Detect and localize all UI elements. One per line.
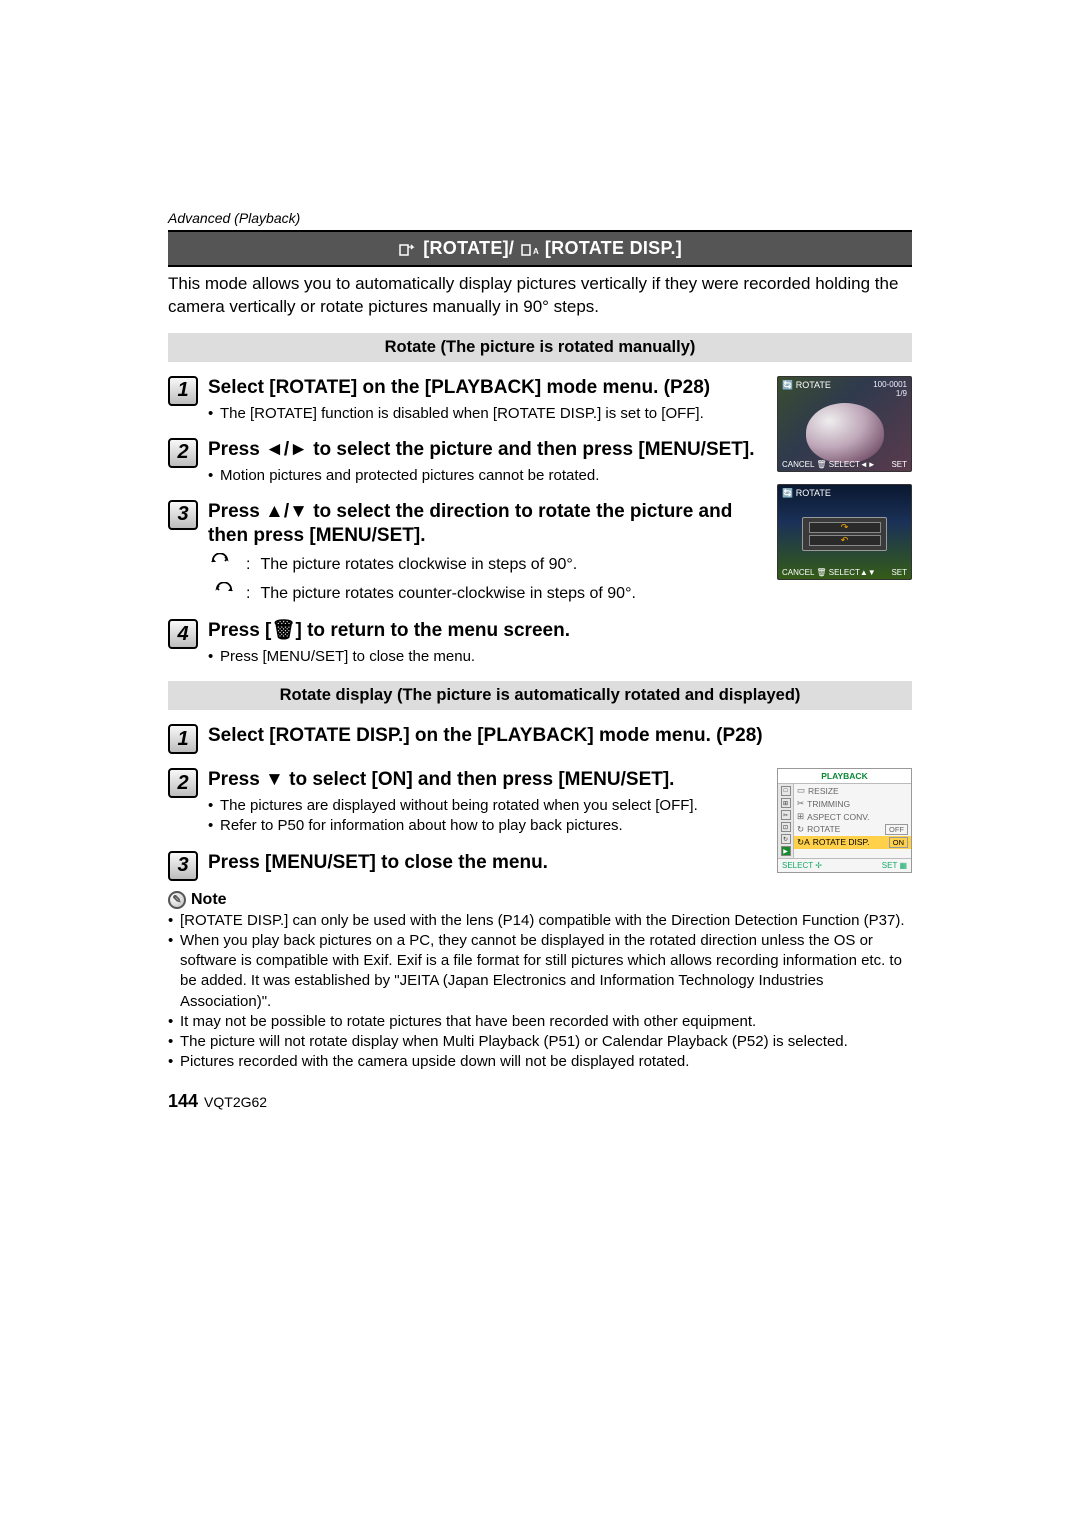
step-row: 1 Select [ROTATE] on the [PLAYBACK] mode…: [168, 376, 765, 424]
intro-text: This mode allows you to automatically di…: [168, 273, 912, 319]
title-band: [ROTATE]/ A [ROTATE DISP.]: [168, 230, 912, 267]
step-title: Select [ROTATE DISP.] on the [PLAYBACK] …: [208, 724, 912, 748]
bullet: Press [MENU/SET] to close the menu.: [208, 647, 912, 667]
bullet: Refer to P50 for information about how t…: [208, 816, 765, 836]
section-header: Advanced (Playback): [168, 210, 912, 226]
playback-tab-icon: ▶: [781, 846, 791, 856]
rotate-ccw-text: The picture rotates counter-clockwise in…: [260, 585, 635, 603]
step-row: 4 Press [🗑] to return to the menu screen…: [168, 619, 912, 667]
note-item: Pictures recorded with the camera upside…: [168, 1052, 912, 1072]
step-title: Press [MENU/SET] to close the menu.: [208, 851, 765, 875]
page-footer: 144VQT2G62: [168, 1091, 912, 1112]
svg-text:A: A: [533, 247, 539, 256]
note-item: The picture will not rotate display when…: [168, 1032, 912, 1052]
step-title: Press ▼ to select [ON] and then press [M…: [208, 768, 765, 792]
bullet: The pictures are displayed without being…: [208, 796, 765, 816]
step-title: Press ▲/▼ to select the direction to rot…: [208, 500, 765, 548]
title-prefix: [ROTATE]/: [423, 238, 514, 258]
step-title: Select [ROTATE] on the [PLAYBACK] mode m…: [208, 376, 765, 400]
step-number-badge: 3: [168, 500, 198, 530]
bullet: The [ROTATE] function is disabled when […: [208, 404, 765, 424]
step-title: Press ◄/► to select the picture and then…: [208, 438, 765, 462]
rotate-cw-icon: [208, 553, 236, 576]
step-number-badge: 3: [168, 851, 198, 881]
rotate-icon: [398, 242, 418, 256]
note-item: It may not be possible to rotate picture…: [168, 1012, 912, 1032]
title-suffix: [ROTATE DISP.]: [545, 238, 682, 258]
rotate-ccw-icon: [208, 582, 236, 605]
subtitle-rotate-disp: Rotate display (The picture is automatic…: [168, 681, 912, 710]
step-row: 1 Select [ROTATE DISP.] on the [PLAYBACK…: [168, 724, 912, 754]
step-row: 3 Press ▲/▼ to select the direction to r…: [168, 500, 765, 606]
step-number-badge: 2: [168, 768, 198, 798]
menu-sidebar: □⊞✂⊡↻ ▶: [778, 784, 794, 858]
menu-header: PLAYBACK: [778, 769, 911, 784]
screenshot-step2: 🔄 ROTATE 100-0001 1/9 CANCEL 🗑 SELECT◄► …: [777, 376, 912, 472]
note-item: When you play back pictures on a PC, the…: [168, 931, 912, 1012]
rotate-disp-icon: A: [520, 242, 540, 256]
step-row: 2 Press ▼ to select [ON] and then press …: [168, 768, 765, 836]
bullet: Motion pictures and protected pictures c…: [208, 466, 765, 486]
note-item: [ROTATE DISP.] can only be used with the…: [168, 911, 912, 931]
note-icon: ✎: [168, 891, 186, 909]
rotate-cw-text: The picture rotates clockwise in steps o…: [260, 556, 577, 574]
step-row: 2 Press ◄/► to select the picture and th…: [168, 438, 765, 486]
step-number-badge: 1: [168, 376, 198, 406]
screenshot-group: 🔄 ROTATE 100-0001 1/9 CANCEL 🗑 SELECT◄► …: [777, 376, 912, 580]
step-title: Press [🗑] to return to the menu screen.: [208, 619, 912, 643]
subtitle-rotate: Rotate (The picture is rotated manually): [168, 333, 912, 362]
step-number-badge: 4: [168, 619, 198, 649]
menu-screenshot: PLAYBACK □⊞✂⊡↻ ▶ ▭RESIZE ✂TRIMMING ⊞ASPE…: [777, 768, 912, 873]
step-number-badge: 1: [168, 724, 198, 754]
screenshot-step3: 🔄 ROTATE ↷ ↶ CANCEL 🗑 SELECT▲▼ SET: [777, 484, 912, 580]
step-number-badge: 2: [168, 438, 198, 468]
step-row: 3 Press [MENU/SET] to close the menu.: [168, 851, 765, 881]
note-heading: ✎ Note: [168, 891, 912, 909]
